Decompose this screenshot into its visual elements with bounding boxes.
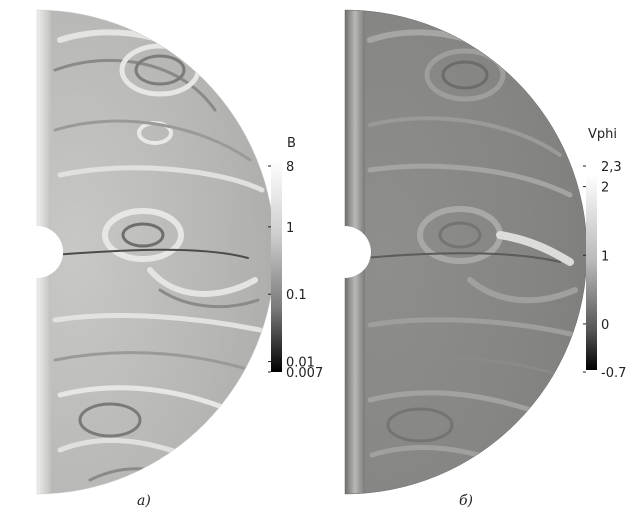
colorbar-tick-label: 8 [286,160,294,175]
panel-b-caption: б) [459,493,473,509]
colorbar-tick-label: 0.007 [286,366,323,381]
colorbar-b: Vphi 2,3 2 1 0 -0.7 [583,127,626,381]
colorbar-a: B 8 1 0.1 0.010.007 [268,136,323,381]
colorbar-tick-label: 1 [601,249,609,264]
colorbar-tick-label: 2,3 [601,160,622,175]
colorbar-tick-label: 0 [601,318,609,333]
colorbar-a-bar [271,159,282,372]
panel-a-plot [36,9,276,495]
colorbar-b-title: Vphi [588,127,617,142]
colorbar-tick-label: 0.01 [286,356,315,371]
panel-a-caption: а) [137,493,151,509]
colorbar-a-title: B [287,136,296,151]
colorbar-tick-label: -0.7 [601,366,626,381]
colorbar-b-bar [586,174,597,370]
colorbar-tick-label: 0.1 [286,288,307,303]
colorbar-tick-label: 1 [286,221,294,236]
colorbar-tick-label: 2 [601,181,609,196]
panel-b-plot [344,9,588,495]
